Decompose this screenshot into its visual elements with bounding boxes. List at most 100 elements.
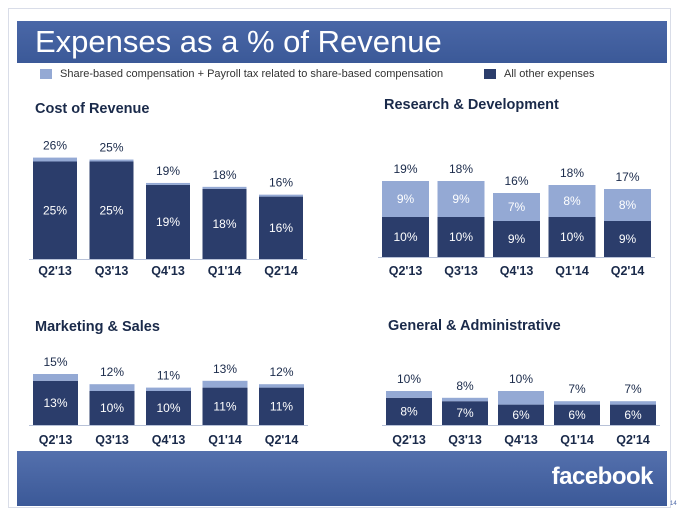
marketing-sales-bar-other-3: [202, 387, 248, 425]
general-administrative-total-1: 8%: [456, 379, 474, 393]
marketing-sales-bar-other-2: [146, 391, 191, 425]
cost-of-revenue-label-other-0: 25%: [43, 203, 67, 217]
general-administrative-label-other-4: 6%: [624, 408, 642, 422]
research-development-bar-other-1: [437, 217, 485, 257]
marketing-sales-bar-share-4: [259, 384, 304, 388]
chart-title-general-administrative: General & Administrative: [388, 318, 561, 334]
cost-of-revenue-bar-other-2: [146, 184, 190, 259]
cost-of-revenue-total-4: 16%: [269, 176, 293, 190]
research-development-total-3: 18%: [560, 166, 584, 180]
research-development-total-1: 18%: [449, 162, 473, 176]
cost-of-revenue-bar-share-4: [259, 194, 303, 197]
cost-of-revenue-label-other-2: 19%: [156, 215, 180, 229]
research-development-bar-share-2: [493, 193, 540, 221]
general-administrative-tick-3: Q1'14: [560, 433, 594, 447]
research-development-total-2: 16%: [504, 174, 528, 188]
cost-of-revenue-tick-2: Q4'13: [151, 264, 185, 278]
cost-of-revenue-tick-1: Q3'13: [95, 264, 129, 278]
slide-title: Expenses as a % of Revenue: [35, 24, 442, 59]
title-bar: [17, 21, 667, 63]
general-administrative-bar-other-3: [554, 404, 600, 425]
general-administrative-bar-share-0: [386, 391, 432, 398]
research-development-label-share-0: 9%: [397, 192, 415, 206]
cost-of-revenue-tick-3: Q1'14: [208, 264, 242, 278]
marketing-sales-bar-share-1: [89, 384, 135, 391]
marketing-sales-tick-4: Q2'14: [265, 433, 299, 447]
research-development-label-other-3: 10%: [560, 230, 584, 244]
marketing-sales-tick-2: Q4'13: [152, 433, 186, 447]
marketing-sales-bar-share-3: [202, 380, 248, 388]
general-administrative-tick-1: Q3'13: [448, 433, 482, 447]
cost-of-revenue-label-other-3: 18%: [212, 217, 236, 231]
general-administrative-label-other-0: 8%: [400, 404, 418, 418]
general-administrative-tick-2: Q4'13: [504, 433, 538, 447]
research-development-label-share-2: 7%: [508, 200, 526, 214]
chart-title-cost-of-revenue: Cost of Revenue: [35, 101, 150, 117]
research-development-total-0: 19%: [393, 162, 417, 176]
research-development-bar-other-0: [382, 217, 429, 257]
general-administrative-total-4: 7%: [624, 382, 642, 396]
marketing-sales-tick-0: Q2'13: [39, 433, 73, 447]
research-development-tick-4: Q2'14: [611, 264, 645, 278]
cost-of-revenue-bar-share-1: [89, 159, 134, 162]
research-development-label-other-1: 10%: [449, 230, 473, 244]
marketing-sales-total-4: 12%: [269, 365, 293, 379]
legend-label-other: All other expenses: [504, 68, 595, 80]
research-development-bar-share-0: [382, 181, 429, 217]
research-development-bar-other-3: [548, 217, 596, 257]
research-development-tick-0: Q2'13: [389, 264, 423, 278]
chart-title-marketing-sales: Marketing & Sales: [35, 319, 160, 335]
legend-label-share-based: Share-based compensation + Payroll tax r…: [60, 68, 444, 80]
general-administrative-tick-4: Q2'14: [616, 433, 650, 447]
general-administrative-bar-other-0: [386, 397, 432, 425]
marketing-sales-bar-share-2: [146, 387, 191, 391]
cost-of-revenue-bar-other-0: [33, 161, 77, 259]
general-administrative-bar-share-3: [554, 401, 600, 405]
marketing-sales-total-0: 15%: [43, 355, 67, 369]
general-administrative-bar-share-4: [610, 401, 656, 405]
marketing-sales-label-other-0: 13%: [43, 396, 67, 410]
research-development-bar-other-4: [604, 221, 651, 257]
marketing-sales-total-1: 12%: [100, 365, 124, 379]
research-development-label-other-4: 9%: [619, 232, 637, 246]
marketing-sales-label-other-3: 11%: [213, 399, 236, 413]
general-administrative-total-0: 10%: [397, 372, 421, 386]
research-development-tick-1: Q3'13: [444, 264, 478, 278]
general-administrative-tick-0: Q2'13: [392, 433, 426, 447]
research-development-bar-share-1: [437, 181, 485, 217]
marketing-sales-label-other-1: 10%: [100, 401, 124, 415]
general-administrative-bar-other-4: [610, 404, 656, 425]
cost-of-revenue-total-2: 19%: [156, 164, 180, 178]
research-development-bar-other-2: [493, 221, 540, 257]
general-administrative-label-other-1: 7%: [456, 406, 474, 420]
marketing-sales-label-other-4: 11%: [270, 399, 293, 413]
general-administrative-total-3: 7%: [568, 382, 586, 396]
marketing-sales-bar-other-1: [89, 391, 135, 425]
chart-title-research-development: Research & Development: [384, 97, 559, 113]
marketing-sales-tick-3: Q1'14: [208, 433, 242, 447]
page-number: 14: [670, 501, 677, 507]
cost-of-revenue-bar-other-1: [89, 161, 134, 259]
research-development-bar-share-3: [548, 185, 596, 217]
marketing-sales-total-2: 11%: [157, 369, 180, 383]
cost-of-revenue-bar-other-3: [202, 188, 247, 259]
marketing-sales-bar-other-4: [259, 387, 304, 425]
legend-swatch-share-based: [40, 69, 52, 79]
general-administrative-bar-share-1: [442, 397, 488, 402]
footer-bar: [17, 451, 667, 506]
general-administrative-total-2: 10%: [509, 372, 533, 386]
cost-of-revenue-label-other-4: 16%: [269, 221, 293, 235]
cost-of-revenue-bar-share-3: [202, 186, 247, 189]
marketing-sales-tick-1: Q3'13: [95, 433, 129, 447]
research-development-label-other-2: 9%: [508, 232, 526, 246]
research-development-label-other-0: 10%: [393, 230, 417, 244]
cost-of-revenue-label-other-1: 25%: [99, 203, 123, 217]
cost-of-revenue-bar-share-2: [146, 182, 190, 185]
cost-of-revenue-bar-share-0: [33, 157, 77, 162]
research-development-tick-3: Q1'14: [555, 264, 589, 278]
general-administrative-bar-other-1: [442, 401, 488, 425]
